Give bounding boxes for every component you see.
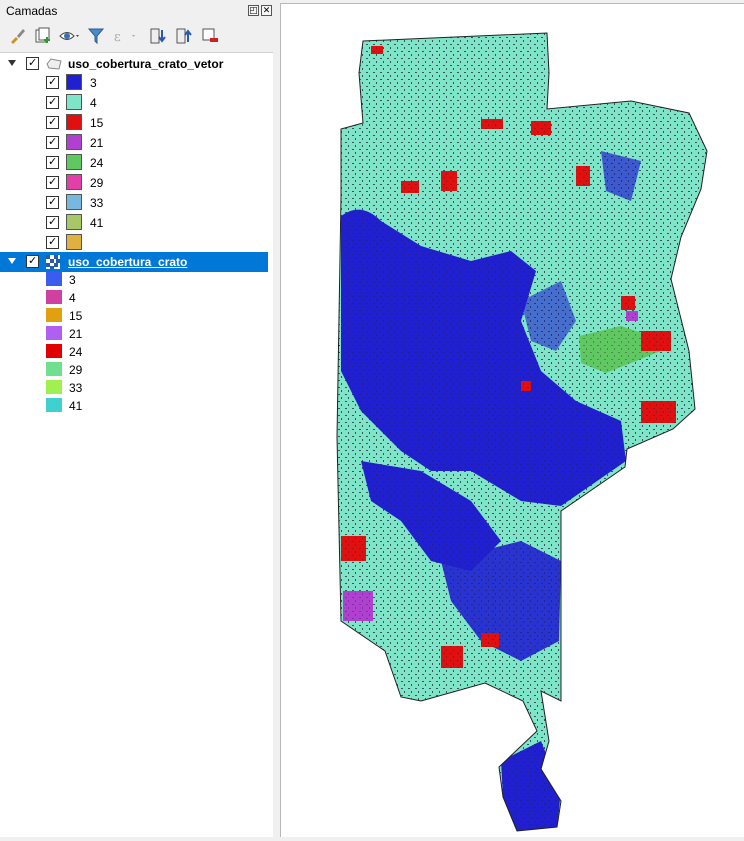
class-label: 33 (90, 196, 104, 210)
legend-item[interactable]: 3 (0, 73, 268, 93)
class-checkbox[interactable] (46, 76, 59, 89)
class-checkbox[interactable] (46, 176, 59, 189)
class-label: 21 (90, 136, 104, 150)
close-panel-button[interactable]: ✕ (261, 5, 272, 16)
class-checkbox[interactable] (46, 116, 59, 129)
color-swatch (46, 326, 62, 340)
panel-splitter[interactable] (276, 0, 280, 837)
layer-row-raster[interactable]: uso_cobertura_crato (0, 252, 268, 272)
legend-item[interactable]: 15 (0, 113, 268, 133)
color-swatch (66, 114, 82, 130)
color-swatch (66, 234, 82, 250)
color-swatch (46, 290, 62, 304)
class-label: 33 (69, 381, 83, 395)
class-label: 41 (90, 216, 104, 230)
color-swatch (66, 134, 82, 150)
color-swatch (66, 214, 82, 230)
layer-tree: uso_cobertura_crato_vetor 3 4 15 21 24 (0, 52, 273, 837)
float-panel-button[interactable]: ◰ (248, 5, 259, 16)
filter-icon (87, 28, 105, 45)
collapse-arrow-icon[interactable] (8, 60, 16, 66)
class-label: 15 (90, 116, 104, 130)
color-swatch (46, 380, 62, 394)
legend-item: 41 (0, 397, 268, 415)
layer-row-vector[interactable]: uso_cobertura_crato_vetor (0, 54, 268, 74)
class-label: 29 (90, 176, 104, 190)
svg-text:ε: ε (114, 30, 121, 45)
class-checkbox[interactable] (46, 136, 59, 149)
polygon-layer-icon (46, 58, 62, 70)
color-swatch (66, 154, 82, 170)
legend-item: 21 (0, 325, 268, 343)
tree-scrollbar[interactable] (268, 53, 273, 837)
eye-icon (59, 32, 79, 40)
layer-checkbox[interactable] (26, 255, 39, 268)
color-swatch (66, 74, 82, 90)
expand-all-icon (150, 28, 166, 44)
class-label: 15 (69, 309, 83, 323)
class-label: 4 (90, 96, 97, 110)
color-swatch (46, 272, 62, 286)
class-checkbox[interactable] (46, 96, 59, 109)
legend-item: 15 (0, 307, 268, 325)
paintbrush-icon (11, 29, 25, 44)
legend-item: 29 (0, 361, 268, 379)
land-cover-map (336, 32, 708, 832)
expand-all-button[interactable] (148, 26, 170, 48)
class-label: 3 (90, 76, 97, 90)
style-manager-button[interactable] (8, 26, 30, 48)
legend-item: 3 (0, 271, 268, 289)
filter-legend-button[interactable] (86, 26, 108, 48)
expression-icon: ε (114, 30, 135, 45)
class-label: 24 (90, 156, 104, 170)
layer-checkbox[interactable] (26, 57, 39, 70)
manage-visibility-button[interactable] (58, 26, 80, 48)
class-checkbox[interactable] (46, 216, 59, 229)
class-label: 21 (69, 327, 83, 341)
legend-item[interactable] (0, 233, 268, 253)
layers-toolbar: ε (4, 24, 274, 50)
layer-name: uso_cobertura_crato_vetor (68, 57, 224, 71)
color-swatch (66, 174, 82, 190)
legend-item[interactable]: 41 (0, 213, 268, 233)
layer-name: uso_cobertura_crato (68, 255, 188, 269)
legend-item[interactable]: 24 (0, 153, 268, 173)
color-swatch (46, 362, 62, 376)
legend-item[interactable]: 21 (0, 133, 268, 153)
class-checkbox[interactable] (46, 156, 59, 169)
filter-expression-button[interactable]: ε (112, 26, 135, 48)
class-label: 24 (69, 345, 83, 359)
raster-layer-icon (46, 255, 60, 269)
color-swatch (66, 94, 82, 110)
class-checkbox[interactable] (46, 196, 59, 209)
collapse-all-button[interactable] (174, 26, 196, 48)
class-label: 4 (69, 291, 76, 305)
add-group-icon (35, 27, 50, 43)
collapse-arrow-icon[interactable] (8, 258, 16, 264)
legend-item: 33 (0, 379, 268, 397)
legend-item[interactable]: 4 (0, 93, 268, 113)
color-swatch (46, 308, 62, 322)
color-swatch (66, 194, 82, 210)
remove-layer-icon (202, 28, 218, 42)
class-label: 41 (69, 399, 83, 413)
legend-item: 4 (0, 289, 268, 307)
panel-title: Camadas (6, 4, 58, 18)
legend-item: 24 (0, 343, 268, 361)
map-canvas[interactable] (280, 3, 744, 837)
class-label: 29 (69, 363, 83, 377)
class-label: 3 (69, 273, 76, 287)
legend-item[interactable]: 33 (0, 193, 268, 213)
legend-item[interactable]: 29 (0, 173, 268, 193)
color-swatch (46, 398, 62, 412)
color-swatch (46, 344, 62, 358)
remove-layer-button[interactable] (200, 26, 222, 48)
collapse-all-icon (176, 28, 192, 44)
add-group-button[interactable] (32, 26, 54, 48)
layers-panel: Camadas ◰ ✕ ε (0, 0, 276, 837)
class-checkbox[interactable] (46, 236, 59, 249)
